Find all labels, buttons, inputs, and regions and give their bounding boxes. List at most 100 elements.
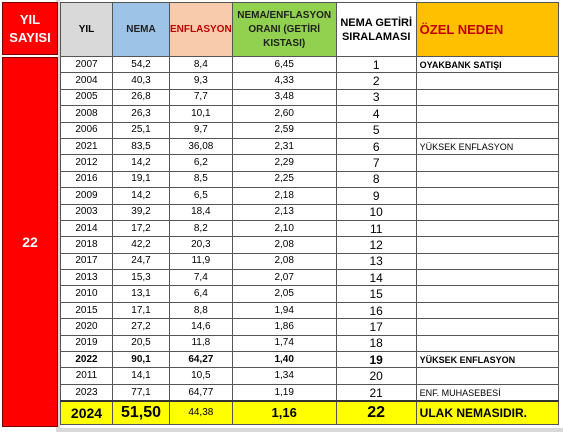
cell-siralama[interactable]: 9 [335, 187, 417, 205]
header-oran[interactable]: NEMA/ENFLASYON ORANI (GETİRİ KISTASI) [231, 2, 337, 57]
cell-yil[interactable]: 2019 [60, 334, 113, 353]
cell-nema[interactable]: 83,5 [112, 137, 170, 156]
cell-enflasyon[interactable]: 8,2 [169, 219, 233, 238]
cell-enflasyon[interactable]: 64,77 [169, 383, 233, 402]
cell-yil[interactable]: 2020 [60, 318, 113, 336]
cell-nema[interactable]: 27,2 [112, 318, 170, 336]
cell-oran[interactable]: 2,08 [231, 252, 337, 271]
cell-nema[interactable]: 14,2 [112, 154, 170, 172]
cell-yil[interactable]: 2014 [60, 219, 113, 238]
cell-siralama[interactable]: 21 [335, 383, 417, 402]
cell-yil[interactable]: 2007 [60, 55, 113, 74]
cell-ozel-neden[interactable] [415, 285, 559, 303]
cell-yil[interactable]: 2016 [60, 170, 113, 189]
cell-yil[interactable]: 2003 [60, 203, 113, 221]
cell-ozel-neden[interactable] [415, 121, 559, 139]
cell-nema[interactable]: 14,2 [112, 187, 170, 205]
header-nema[interactable]: NEMA [112, 2, 170, 57]
cell-enflasyon[interactable]: 8,8 [169, 301, 233, 320]
total-nema[interactable]: 51,50 [112, 400, 170, 426]
cell-enflasyon[interactable]: 6,5 [169, 187, 233, 205]
cell-nema[interactable]: 39,2 [112, 203, 170, 221]
cell-ozel-neden[interactable] [415, 252, 559, 271]
cell-oran[interactable]: 4,33 [231, 72, 337, 90]
cell-enflasyon[interactable]: 7,4 [169, 269, 233, 287]
cell-siralama[interactable]: 2 [335, 72, 417, 90]
cell-enflasyon[interactable]: 14,6 [169, 318, 233, 336]
cell-enflasyon[interactable]: 6,2 [169, 154, 233, 172]
cell-oran[interactable]: 1,34 [231, 367, 337, 385]
cell-yil[interactable]: 2023 [60, 383, 113, 402]
cell-oran[interactable]: 1,74 [231, 334, 337, 353]
cell-siralama[interactable]: 3 [335, 88, 417, 107]
cell-ozel-neden[interactable] [415, 72, 559, 90]
cell-ozel-neden[interactable] [415, 88, 559, 107]
cell-oran[interactable]: 2,25 [231, 170, 337, 189]
cell-ozel-neden[interactable]: OYAKBANK SATIŞI [415, 55, 559, 74]
cell-oran[interactable]: 1,40 [231, 351, 337, 369]
cell-enflasyon[interactable]: 11,9 [169, 252, 233, 271]
cell-nema[interactable]: 14,1 [112, 367, 170, 385]
cell-ozel-neden[interactable] [415, 236, 559, 254]
header-enflasyon[interactable]: ENFLASYON [169, 2, 233, 57]
cell-yil[interactable]: 2012 [60, 154, 113, 172]
cell-siralama[interactable]: 12 [335, 236, 417, 254]
cell-yil[interactable]: 2015 [60, 301, 113, 320]
cell-siralama[interactable]: 17 [335, 318, 417, 336]
cell-ozel-neden[interactable]: YÜKSEK ENFLASYON [415, 351, 559, 369]
cell-nema[interactable]: 42,2 [112, 236, 170, 254]
cell-ozel-neden[interactable] [415, 334, 559, 353]
cell-siralama[interactable]: 10 [335, 203, 417, 221]
cell-enflasyon[interactable]: 10,5 [169, 367, 233, 385]
cell-siralama[interactable]: 19 [335, 351, 417, 369]
cell-ozel-neden[interactable] [415, 154, 559, 172]
cell-ozel-neden[interactable] [415, 219, 559, 238]
total-siralama[interactable]: 22 [335, 400, 417, 426]
cell-nema[interactable]: 26,3 [112, 105, 170, 123]
cell-ozel-neden[interactable] [415, 301, 559, 320]
cell-siralama[interactable]: 6 [335, 137, 417, 156]
cell-enflasyon[interactable]: 9,3 [169, 72, 233, 90]
cell-oran[interactable]: 2,10 [231, 219, 337, 238]
cell-yil[interactable]: 2010 [60, 285, 113, 303]
cell-siralama[interactable]: 16 [335, 301, 417, 320]
cell-siralama[interactable]: 18 [335, 334, 417, 353]
cell-oran[interactable]: 2,07 [231, 269, 337, 287]
cell-oran[interactable]: 2,08 [231, 236, 337, 254]
total-oran[interactable]: 1,16 [231, 400, 337, 426]
cell-oran[interactable]: 2,13 [231, 203, 337, 221]
header-siralama[interactable]: NEMA GETİRİ SIRALAMASI [335, 2, 417, 57]
cell-yil[interactable]: 2006 [60, 121, 113, 139]
cell-oran[interactable]: 2,18 [231, 187, 337, 205]
cell-oran[interactable]: 2,60 [231, 105, 337, 123]
cell-yil[interactable]: 2004 [60, 72, 113, 90]
cell-ozel-neden[interactable] [415, 203, 559, 221]
cell-yil[interactable]: 2009 [60, 187, 113, 205]
cell-siralama[interactable]: 11 [335, 219, 417, 238]
cell-ozel-neden[interactable]: YÜKSEK ENFLASYON [415, 137, 559, 156]
cell-yil[interactable]: 2022 [60, 351, 113, 369]
cell-siralama[interactable]: 4 [335, 105, 417, 123]
cell-nema[interactable]: 20,5 [112, 334, 170, 353]
cell-siralama[interactable]: 13 [335, 252, 417, 271]
total-yil[interactable]: 2024 [60, 400, 113, 426]
cell-nema[interactable]: 40,3 [112, 72, 170, 90]
cell-nema[interactable]: 24,7 [112, 252, 170, 271]
cell-yil[interactable]: 2021 [60, 137, 113, 156]
cell-oran[interactable]: 1,94 [231, 301, 337, 320]
cell-ozel-neden[interactable] [415, 318, 559, 336]
cell-nema[interactable]: 17,1 [112, 301, 170, 320]
cell-nema[interactable]: 17,2 [112, 219, 170, 238]
cell-yil[interactable]: 2005 [60, 88, 113, 107]
cell-oran[interactable]: 2,59 [231, 121, 337, 139]
total-ozel-neden[interactable]: ULAK NEMASIDIR. [415, 400, 559, 426]
cell-siralama[interactable]: 20 [335, 367, 417, 385]
cell-nema[interactable]: 90,1 [112, 351, 170, 369]
cell-enflasyon[interactable]: 8,5 [169, 170, 233, 189]
cell-siralama[interactable]: 14 [335, 269, 417, 287]
cell-enflasyon[interactable]: 36,08 [169, 137, 233, 156]
cell-ozel-neden[interactable] [415, 187, 559, 205]
cell-ozel-neden[interactable] [415, 170, 559, 189]
cell-ozel-neden[interactable] [415, 269, 559, 287]
cell-oran[interactable]: 2,05 [231, 285, 337, 303]
